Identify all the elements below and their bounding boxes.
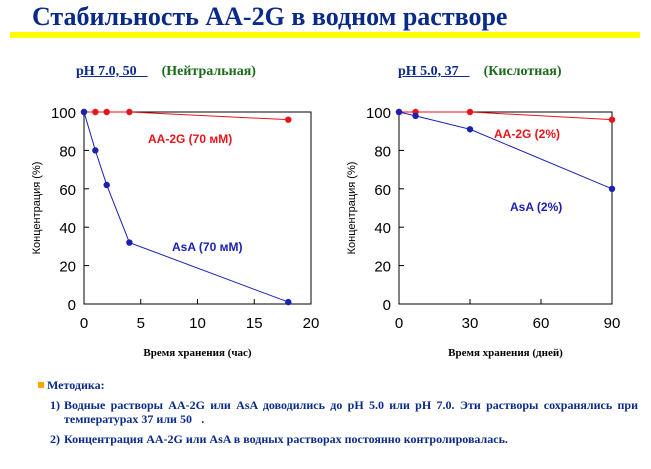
methods-step-text: Водные растворы AA-2G или AsA доводились…	[64, 398, 638, 426]
x-tick-label: 90	[604, 315, 621, 332]
series-label: AsA (2%)	[510, 200, 562, 214]
series-label: AsA (70 мМ)	[172, 240, 242, 254]
data-point	[395, 108, 403, 116]
chart-2: 0 20 40 60 80 100 0 30 60 90 Время хранения (дней)…	[346, 105, 621, 359]
data-point	[412, 112, 419, 120]
data-point	[80, 108, 88, 116]
chart-2-type: (Кислотная)	[483, 64, 562, 79]
methods-heading: Методика:	[38, 378, 638, 392]
methods-step-number: 1)	[50, 398, 60, 412]
y-tick-label: 20	[59, 259, 76, 276]
y-tick-label: 0	[68, 297, 76, 314]
data-point	[608, 116, 616, 123]
methods-step-number: 2)	[50, 432, 60, 446]
data-point	[92, 147, 99, 154]
chart-1-type: (Нейтральная)	[161, 64, 256, 79]
series-label: AA-2G (2%)	[494, 127, 560, 141]
data-point	[126, 108, 133, 116]
y-tick-label: 60	[374, 182, 391, 199]
x-tick-label: 0	[80, 315, 88, 332]
methods-step: 1) Водные растворы AA-2G или AsA доводил…	[50, 398, 638, 426]
methods-heading-text: Методика:	[47, 378, 105, 392]
slide-title: Стабильность AA-2G в водном растворе	[32, 2, 508, 31]
data-point	[466, 108, 474, 116]
y-axis-label: Концентрация (%)	[31, 162, 43, 255]
chart-1: 0 20 40 60 80 100 0 5 10 15 20 Время хранения (час)…	[31, 105, 320, 359]
data-point	[103, 181, 110, 189]
data-point	[285, 298, 292, 306]
title-underline-bar	[10, 32, 640, 38]
data-point	[285, 116, 292, 123]
series-line	[84, 111, 289, 121]
x-tick-label: 20	[303, 315, 320, 332]
y-tick-label: 40	[374, 220, 391, 237]
series-label: AA-2G (70 мМ)	[148, 132, 232, 146]
x-axis-label: Время хранения (дней)	[448, 347, 563, 359]
methods-step: 2) Концентрация AA-2G или AsA в водных р…	[50, 432, 638, 446]
x-tick-label: 60	[533, 315, 550, 332]
data-point	[608, 185, 616, 192]
y-tick-label: 80	[374, 143, 391, 160]
x-tick-label: 5	[137, 315, 145, 332]
chart-2-subtitle: pH 5.0, 37  (Кислотная)	[398, 64, 562, 80]
x-tick-label: 0	[395, 315, 403, 332]
square-bullet-icon	[38, 382, 44, 388]
y-axis-label: Концентрация (%)	[346, 162, 358, 255]
y-tick-label: 20	[374, 259, 391, 276]
y-tick-label: 80	[59, 143, 76, 160]
chart-1-condition: pH 7.0, 50 	[76, 64, 148, 79]
data-point	[466, 126, 474, 133]
data-point	[103, 108, 110, 116]
y-tick-label: 40	[59, 220, 76, 237]
chart-1-subtitle: pH 7.0, 50  (Нейтральная)	[76, 64, 256, 80]
plot-area	[398, 111, 613, 305]
methods-step-text: Концентрация AA-2G или AsA в водных раст…	[64, 432, 508, 446]
data-point	[92, 108, 99, 116]
series-line	[399, 111, 613, 121]
y-tick-label: 0	[383, 297, 391, 314]
y-tick-label: 60	[59, 182, 76, 199]
x-axis-label: Время хранения (час)	[143, 347, 251, 359]
x-tick-label: 30	[462, 315, 479, 332]
x-tick-label: 15	[246, 315, 263, 332]
chart-2-condition: pH 5.0, 37 	[398, 64, 470, 79]
y-tick-label: 100	[51, 105, 76, 122]
methods-section: Методика: 1) Водные растворы AA-2G или A…	[38, 378, 638, 452]
data-point	[126, 239, 133, 246]
x-tick-label: 10	[189, 315, 206, 332]
y-tick-label: 100	[366, 105, 391, 122]
series-line	[398, 111, 613, 190]
